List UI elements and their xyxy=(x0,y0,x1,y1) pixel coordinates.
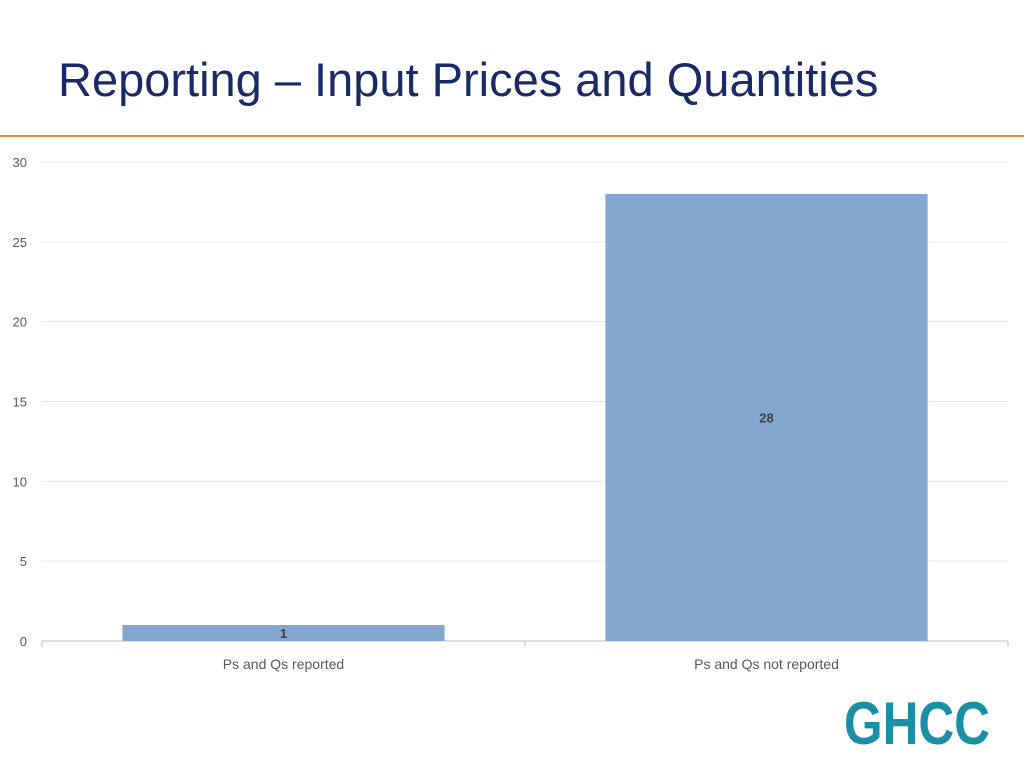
x-tick-label: Ps and Qs not reported xyxy=(694,656,839,672)
bar xyxy=(122,625,445,641)
y-tick-label: 0 xyxy=(20,634,27,649)
y-tick-label: 25 xyxy=(13,235,27,250)
data-label: 1 xyxy=(280,626,287,641)
y-tick-label: 15 xyxy=(13,395,27,410)
y-tick-label: 30 xyxy=(13,155,27,170)
ghcc-logo-text: GHCC xyxy=(844,690,990,752)
ghcc-logo: GHCC xyxy=(844,690,990,752)
bar-chart: 0 5 10 15 20 25 30 1 Ps and Qs reported 28 Ps and … xyxy=(13,155,1009,672)
data-label: 28 xyxy=(759,410,773,425)
y-tick-label: 20 xyxy=(13,315,27,330)
y-tick-label: 10 xyxy=(13,474,27,489)
y-tick-label: 5 xyxy=(20,554,27,569)
bar xyxy=(605,193,928,641)
slide-title: Reporting – Input Prices and Quantities xyxy=(58,53,879,106)
x-tick-label: Ps and Qs reported xyxy=(223,656,344,672)
title-divider xyxy=(0,135,1024,137)
